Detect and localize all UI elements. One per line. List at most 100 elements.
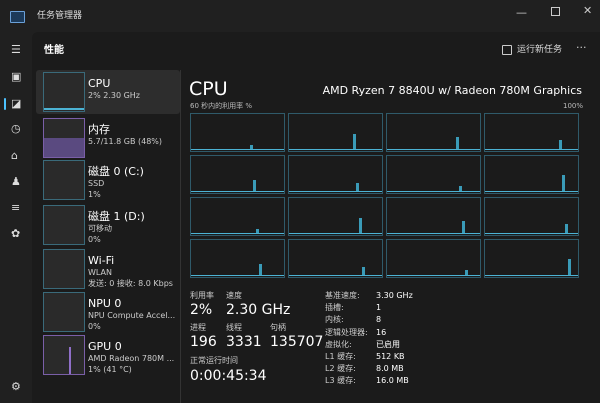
core-graph-line	[191, 149, 284, 150]
detail-value: 8	[376, 315, 382, 325]
nav-icon[interactable]: ⌂	[11, 149, 18, 162]
stat-value: 3331	[226, 334, 262, 350]
sidebar-item-detail: AMD Radeon 780M ...	[88, 354, 175, 363]
stat-value: 2.30 GHz	[226, 302, 291, 318]
detail-label: 内核:	[325, 315, 344, 325]
sidebar-item-detail: NPU Compute Accel...	[88, 311, 176, 320]
core-graph	[190, 113, 285, 152]
sidebar-item-detail: SSD	[88, 179, 105, 188]
core-graph-spike	[253, 180, 256, 191]
cpu-heading: CPU	[189, 78, 228, 100]
core-graph-spike	[562, 175, 565, 191]
sidebar-item-name[interactable]: Wi-Fi	[88, 254, 115, 267]
core-graph-spike	[250, 145, 253, 149]
core-graph-spike	[459, 186, 462, 191]
uptime-value: 0:00:45:34	[190, 368, 267, 384]
nav-icon[interactable]: ☰	[11, 43, 21, 56]
detail-label: L1 缓存:	[325, 352, 356, 361]
core-graph-spike	[559, 140, 562, 149]
stat-label: 利用率	[190, 291, 214, 300]
core-graph	[190, 239, 285, 278]
core-graph-line	[387, 191, 480, 192]
nav-icon[interactable]: ≡	[11, 201, 21, 214]
sidebar-item-detail: 1% (41 °C)	[88, 365, 132, 374]
detail-value: 已启用	[376, 339, 400, 349]
detail-value: 1	[376, 303, 382, 313]
sidebar-thumbnail	[43, 292, 85, 332]
sidebar-item-detail: 可移动	[88, 224, 112, 233]
more-button[interactable]: ···	[576, 41, 587, 54]
sidebar-item-name[interactable]: 内存	[88, 123, 110, 136]
stat-value: 2%	[190, 302, 213, 318]
detail-value: 512 KB	[376, 352, 405, 361]
core-graph-line	[485, 233, 578, 234]
core-graph	[288, 197, 383, 236]
core-graph-line	[387, 149, 480, 150]
sidebar-divider	[180, 70, 181, 403]
sidebar-thumbnail	[43, 249, 85, 289]
core-graph-spike	[362, 267, 365, 275]
core-graph-line	[289, 275, 382, 276]
title-bar	[0, 0, 600, 32]
nav-icon[interactable]: ▣	[11, 70, 22, 83]
stat-label: 句柄	[270, 323, 286, 332]
sidebar-item-detail: 2% 2.30 GHz	[88, 91, 141, 100]
app-icon	[10, 11, 25, 23]
sidebar-item-detail: 发送: 0 接收: 8.0 Kbps	[88, 279, 173, 288]
core-graph	[484, 113, 579, 152]
run-task-button[interactable]: 运行新任务	[517, 45, 563, 55]
graph-max: 100%	[562, 102, 583, 110]
sidebar-item-detail: 5.7/11.8 GB (48%)	[88, 137, 163, 146]
core-graph	[484, 239, 579, 278]
core-graph-spike	[462, 221, 465, 233]
stat-value: 196	[190, 334, 217, 350]
detail-label: L3 缓存:	[325, 376, 356, 386]
core-graph-spike	[256, 229, 259, 233]
core-graph-line	[485, 149, 578, 150]
cpu-thumb-line	[44, 108, 84, 110]
detail-value: 16.0 MB	[376, 376, 409, 386]
detail-label: L2 缓存:	[325, 364, 356, 374]
sidebar-thumbnail	[43, 160, 85, 200]
core-graph	[288, 113, 383, 152]
sidebar-item-name[interactable]: CPU	[88, 77, 111, 90]
window-title: 任务管理器	[37, 11, 83, 21]
sidebar-item-name[interactable]: NPU 0	[88, 297, 122, 310]
core-graph-spike	[259, 264, 262, 275]
nav-icon[interactable]: ◪	[11, 97, 22, 110]
core-graph-line	[289, 233, 382, 234]
settings-icon[interactable]: ⚙	[11, 380, 21, 393]
sidebar-item-detail: WLAN	[88, 268, 113, 277]
core-graph-spike	[353, 134, 356, 149]
sidebar-item-name[interactable]: 磁盘 0 (C:)	[88, 165, 144, 178]
sidebar-item-name[interactable]: GPU 0	[88, 340, 122, 353]
nav-rail	[0, 32, 34, 403]
detail-label: 虚拟化:	[325, 339, 352, 349]
sidebar-item-name[interactable]: 磁盘 1 (D:)	[88, 210, 145, 223]
detail-value: 8.0 MB	[376, 364, 404, 374]
nav-icon[interactable]: ✿	[11, 227, 21, 240]
maximize-button[interactable]	[551, 7, 560, 16]
gpu-thumb-spike	[69, 347, 71, 374]
stat-label: 线程	[226, 323, 242, 332]
sidebar-thumbnail	[43, 335, 85, 375]
core-graph	[190, 197, 285, 236]
core-graph-line	[485, 275, 578, 276]
sidebar-thumbnail	[43, 205, 85, 245]
stat-value: 135707	[270, 334, 324, 350]
detail-value: 16	[376, 327, 387, 337]
nav-icon[interactable]: ◷	[11, 122, 21, 135]
cpu-model: AMD Ryzen 7 8840U w/ Radeon 780M Graphic…	[322, 84, 582, 97]
core-graph-line	[191, 233, 284, 234]
detail-label: 基准速度:	[325, 291, 360, 300]
nav-icon[interactable]: ♟	[11, 175, 21, 188]
stat-label: 速度	[226, 291, 242, 300]
close-button[interactable]: ✕	[583, 4, 593, 17]
minimize-button[interactable]: —	[516, 6, 527, 19]
sidebar-item-detail: 1%	[88, 190, 101, 199]
core-graph	[386, 113, 481, 152]
core-graph	[386, 155, 481, 194]
stat-label: 进程	[190, 323, 206, 332]
core-graph-line	[289, 149, 382, 150]
core-graph-line	[485, 191, 578, 192]
